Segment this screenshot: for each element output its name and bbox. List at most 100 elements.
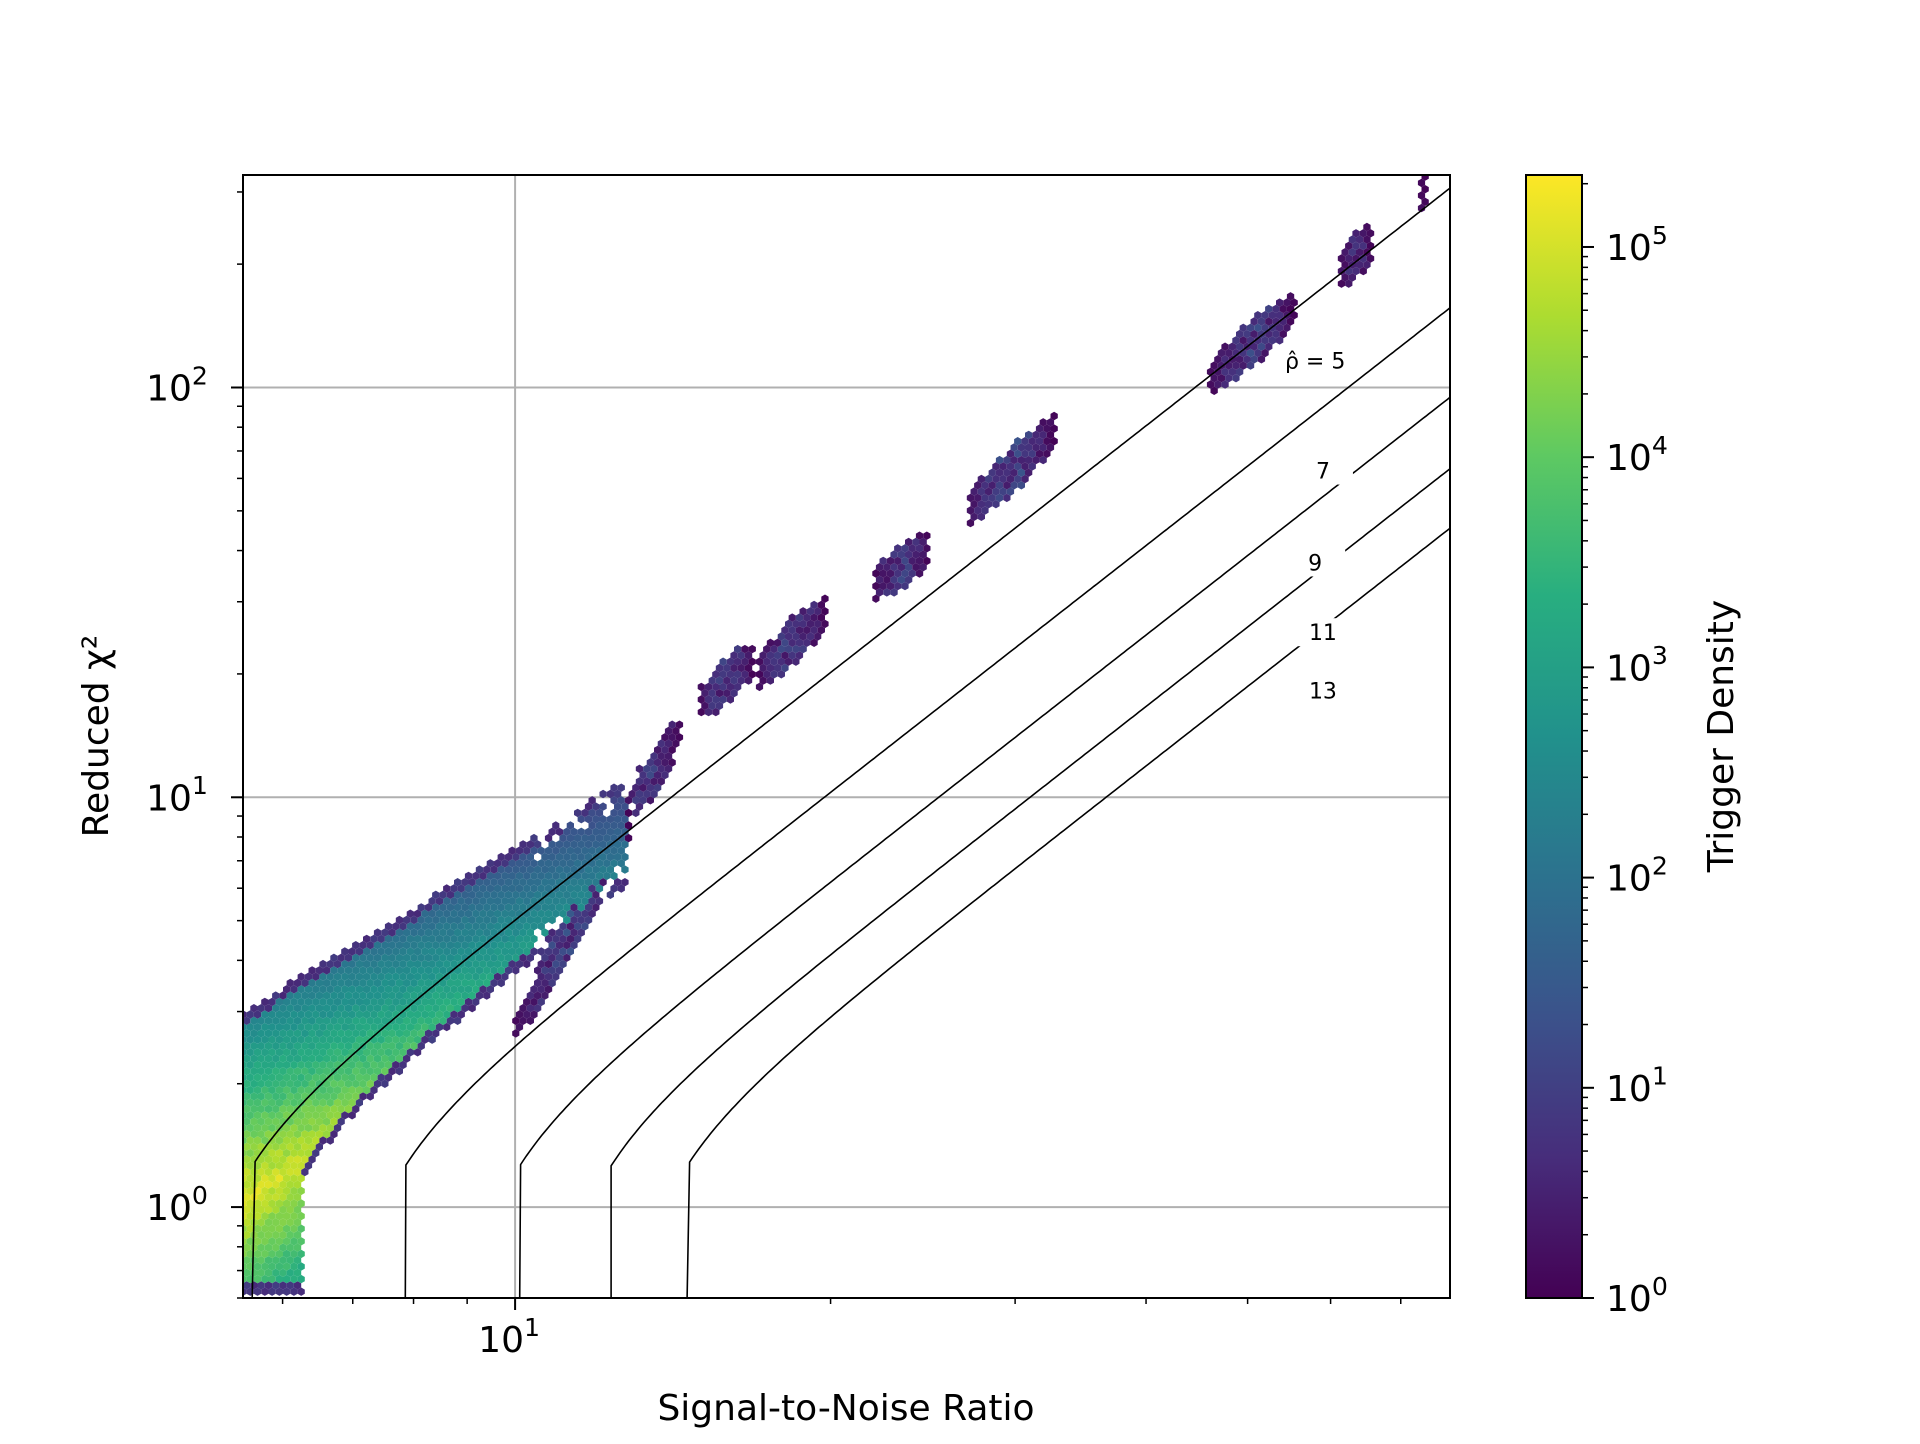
hexbin-cell: [483, 966, 491, 975]
hexbin-cell: [897, 550, 905, 559]
hexbin-cell: [373, 978, 382, 988]
hexbin-cell: [908, 556, 916, 566]
hexbin-cell: [337, 1054, 345, 1063]
hexbin-cell: [417, 1016, 425, 1025]
hexbin-cell: [552, 934, 560, 944]
hexbin-cell: [286, 1155, 294, 1164]
hexbin-cell: [424, 941, 433, 950]
hexbin-cell: [526, 1016, 534, 1025]
hexbin-cell: [381, 1067, 389, 1076]
hexbin-cell: [297, 1287, 305, 1296]
hexbin-cell: [337, 1041, 345, 1051]
hexbin-cell: [494, 972, 502, 981]
hexbin-cell: [664, 726, 673, 736]
hexbin-cell: [312, 1123, 320, 1133]
hexbin-cell: [1345, 254, 1353, 263]
hexbin-cell: [297, 972, 305, 981]
hexbin-cell: [253, 1262, 262, 1271]
hexbin-cell: [261, 1174, 269, 1183]
hexbin-cell: [421, 959, 429, 969]
hexbin-cell: [312, 1148, 320, 1158]
hexbin-cell: [326, 959, 334, 969]
hexbin-cell: [264, 1029, 273, 1038]
hexbin-cell: [359, 991, 367, 1000]
hexbin-cell: [428, 985, 436, 994]
hexbin-cell: [264, 1155, 273, 1164]
hexbin-cell: [388, 928, 396, 937]
hexbin-cell: [363, 1060, 371, 1070]
hexbin-cell: [373, 941, 382, 950]
hexbin-cell: [443, 884, 451, 893]
hexbin-cell: [621, 878, 629, 887]
contour-label-bg: [1292, 676, 1353, 705]
hexbin-cell: [381, 1079, 389, 1088]
hexbin-cell: [730, 676, 738, 685]
hexbin-cell: [708, 676, 716, 685]
hexbin-cell: [290, 1123, 298, 1133]
hexbin-cell: [355, 1098, 363, 1107]
hexbin-cell: [283, 1249, 291, 1259]
hexbin-cell: [817, 626, 825, 635]
hexbin-cell: [901, 581, 909, 591]
hexbin-cell: [293, 1079, 302, 1088]
hexbin-cell: [410, 953, 418, 962]
hexbin-cell: [621, 852, 629, 862]
hexbin-cell: [1246, 348, 1255, 358]
hexbin-cell: [970, 500, 978, 509]
hexbin-cell: [523, 859, 531, 868]
hexbin-cell: [257, 1016, 265, 1025]
hexbin-cell: [297, 1161, 305, 1170]
hexbin-cell: [253, 1035, 262, 1044]
hexbin-cell: [323, 991, 331, 1000]
hexbin-cell: [250, 1067, 258, 1076]
hexbin-cell: [341, 985, 349, 994]
hexbin-cell: [355, 972, 363, 981]
hexbin-cell: [788, 626, 796, 635]
hexbin-cell: [541, 953, 549, 962]
colorbar-tick-label: 101: [1606, 1062, 1668, 1110]
hexbin-cell: [275, 1287, 283, 1296]
hexbin-cell: [530, 934, 538, 944]
hexbin-cell: [424, 915, 433, 925]
hexbin-cell: [1345, 241, 1353, 251]
hexbin-cell: [388, 1067, 396, 1076]
hexbin-cell: [454, 1004, 462, 1013]
hexbin-cell: [268, 1262, 276, 1271]
hexbin-cell: [286, 1130, 294, 1139]
hexbin-cell: [1261, 311, 1269, 320]
hexbin-cell: [548, 865, 556, 874]
hexbin-cell: [366, 1016, 374, 1025]
hexbin-cell: [363, 959, 371, 969]
hexbin-cell: [366, 1041, 374, 1051]
hexbin-cell: [315, 1079, 323, 1088]
hexbin-cell: [806, 619, 815, 629]
hexbin-cell: [355, 1073, 363, 1082]
hexbin-cell: [454, 903, 462, 912]
hexbin-cell: [821, 619, 829, 629]
hexbin-cell: [632, 796, 640, 805]
hexbin-cell: [584, 852, 593, 862]
hexbin-cell: [395, 1016, 403, 1025]
hexbin-cell: [253, 1186, 262, 1196]
hexbin-cell: [293, 1193, 302, 1202]
hexbin-cell: [293, 1230, 302, 1240]
hexbin-cell: [559, 859, 567, 868]
hexbin-cell: [454, 991, 462, 1000]
hexbin-cell: [755, 670, 764, 679]
hexbin-cell: [301, 1054, 309, 1063]
hexbin-cell: [497, 878, 505, 887]
hexbin-cell: [672, 739, 680, 748]
hexbin-cell: [504, 915, 513, 925]
hexbin-cell: [1006, 474, 1015, 484]
hexbin-cell: [1046, 430, 1055, 440]
hexbin-cell: [348, 1022, 356, 1032]
hexbin-cell: [1025, 430, 1033, 440]
hexbin-cell: [468, 978, 476, 988]
hexbin-cell: [595, 833, 604, 843]
hexbin-cell: [304, 1136, 313, 1145]
hexbin-cell: [243, 1029, 251, 1038]
hexbin-cell: [246, 1186, 254, 1196]
hexbin-cell: [977, 500, 985, 509]
hexbin-cell: [403, 991, 411, 1000]
hexbin-cell: [468, 890, 476, 899]
